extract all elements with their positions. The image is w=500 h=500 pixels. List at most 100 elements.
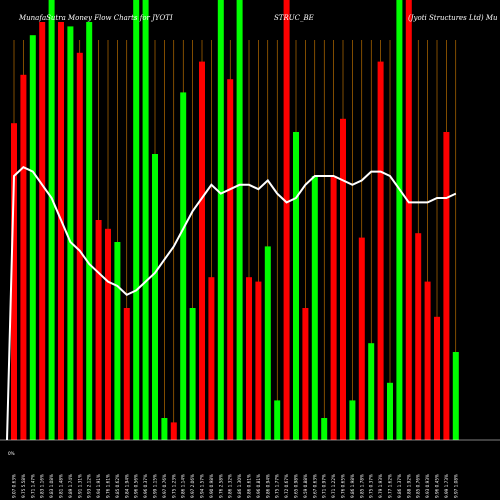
x-tick-label: 9.81 1.48%: [59, 474, 64, 498]
bar: [311, 176, 318, 440]
bar: [358, 237, 365, 440]
x-tick-label: 9.85 1.78%: [359, 474, 364, 498]
y-axis-zero-label: 0%: [8, 451, 15, 456]
bar: [274, 400, 281, 440]
bar: [349, 400, 356, 440]
x-tick-label: 9.99 1.15%: [153, 474, 158, 498]
chart-title-left: MunafaSutra Money Flow Charts for JYOTI: [18, 14, 173, 22]
x-tick-label: 9.71 1.47%: [30, 474, 35, 498]
bar: [377, 61, 384, 440]
x-tick-label: 9.86 1.37%: [397, 474, 402, 498]
x-tick-label: 9.84 1.94%: [124, 474, 129, 498]
chart-title-right: (Jyoti Structures Ltd) Mu: [408, 14, 498, 22]
x-tick-label: 9.91 1.31%: [77, 474, 82, 498]
bar: [29, 35, 36, 440]
bar: [396, 0, 403, 440]
bar: [86, 22, 93, 440]
bar: [142, 0, 149, 440]
bar: [434, 316, 440, 440]
x-tick-label: 9.97 1.08%: [453, 474, 458, 498]
x-tick-label: 9.75 1.23%: [171, 474, 176, 498]
chart-title-center: STRUC_BE: [274, 14, 314, 22]
bar: [264, 246, 271, 440]
x-tick-label: 9.75 5.58%: [21, 474, 26, 498]
bar: [105, 228, 111, 440]
bar: [189, 308, 196, 440]
bar: [415, 233, 422, 440]
bar: [95, 220, 102, 440]
bar: [302, 308, 309, 440]
x-tick-label: 9.75 1.77%: [275, 474, 280, 498]
x-tick-label: 9.07 0.63%: [12, 474, 17, 498]
bar: [180, 92, 187, 441]
x-tick-label: 9.97 2.06%: [190, 474, 195, 498]
bar: [217, 0, 224, 440]
x-tick-label: 9.93 2.12%: [87, 474, 92, 498]
bar: [443, 132, 450, 440]
bar: [405, 0, 412, 440]
bar: [330, 176, 337, 440]
x-tick-label: 9.85 0.76%: [416, 474, 421, 498]
bar: [48, 0, 55, 440]
bar: [133, 0, 140, 440]
bar: [170, 422, 177, 440]
money-flow-line: [6, 166, 457, 441]
bar: [387, 382, 393, 440]
x-tick-label: 9.76 0.65%: [341, 474, 346, 498]
x-tick-label: 9.79 1.93%: [378, 474, 383, 498]
x-tick-label: 9.76 2.58%: [218, 474, 223, 498]
x-tick-label: 9.97 0.76%: [162, 474, 167, 498]
x-tick-label: 9.94 1.91%: [96, 474, 101, 498]
bar: [58, 22, 64, 440]
x-tick-label: 9.86 0.94%: [265, 474, 270, 498]
x-tick-label: 9.83 1.08%: [49, 474, 54, 498]
bar: [321, 418, 328, 440]
bar: [246, 277, 252, 440]
x-tick-label: 9.96 0.56%: [134, 474, 139, 498]
x-tick-label: 9.93 0.93%: [425, 474, 430, 498]
x-tick-label: 9.85 0.62%: [115, 474, 120, 498]
bar: [255, 281, 262, 440]
x-tick-label: 9.86 1.30%: [237, 474, 242, 498]
x-tick-label: 9.88 1.92%: [406, 474, 411, 498]
x-tick-label: 9.71 0.97%: [322, 474, 327, 498]
bar: [452, 352, 459, 440]
bar: [236, 0, 243, 440]
bar: [123, 308, 130, 440]
bar: [39, 22, 46, 440]
x-tick-label: 9.67 0.63%: [312, 474, 317, 498]
bar: [368, 343, 375, 440]
x-tick-label: 9.65 0.98%: [294, 474, 299, 498]
x-tick-label: 9.86 0.61%: [247, 474, 252, 498]
bar: [293, 132, 299, 440]
bar: [340, 118, 346, 441]
x-tick-label: 9.99 1.73%: [444, 474, 449, 498]
x-tick-label: 9.71 1.22%: [331, 474, 336, 498]
x-tick-label: 9.86 1.32%: [228, 474, 233, 498]
x-tick-labels: 9.07 0.63% 9.75 5.58% 9.71 1.47% 9.83 1.16%…: [12, 474, 459, 498]
x-tick-label: 9.75 0.37%: [369, 474, 374, 498]
x-tick-label: 9.96 0.37%: [143, 474, 148, 498]
bar: [199, 61, 205, 440]
x-tick-label: 9.86 1.98%: [350, 474, 355, 498]
x-tick-label: 9.59 0.88%: [303, 474, 308, 498]
bar: [20, 74, 27, 441]
bar: [152, 154, 158, 440]
x-tick-label: 9.86 1.14%: [181, 474, 186, 498]
bar: [283, 0, 290, 440]
x-tick-label: 9.89 1.74%: [68, 474, 73, 498]
x-tick-label: 9.90 0.98%: [209, 474, 214, 498]
bar: [114, 242, 121, 440]
x-tick-label: 9.94 1.57%: [200, 474, 205, 498]
x-tick-label: 9.83 1.16%: [40, 474, 45, 498]
x-tick-label: 9.96 0.45%: [435, 474, 440, 498]
x-tick-label: 9.76 1.61%: [106, 474, 111, 498]
x-tick-label: 9.72 0.67%: [284, 474, 289, 498]
bar: [424, 281, 431, 440]
bar: [208, 277, 215, 440]
bar-series: [11, 0, 459, 441]
bar: [76, 52, 83, 441]
bar: [11, 123, 17, 440]
bar: [67, 26, 74, 441]
